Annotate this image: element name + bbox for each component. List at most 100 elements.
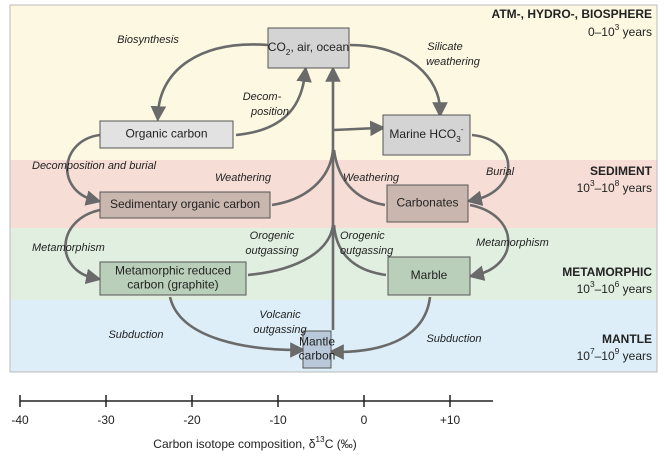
text-part: , air, ocean bbox=[290, 40, 349, 54]
edge-label: outgassing bbox=[340, 245, 394, 257]
edge-label: position bbox=[250, 106, 289, 118]
node-box bbox=[99, 120, 234, 149]
x-tick-label: -10 bbox=[269, 413, 287, 427]
node-label: Marine HCO3- bbox=[389, 124, 463, 144]
text-part: years bbox=[619, 349, 652, 363]
text-part: Marine HCO bbox=[389, 127, 456, 141]
edge-label: outgassing bbox=[253, 324, 307, 336]
text-part: carbon bbox=[299, 349, 336, 363]
text-part: years bbox=[619, 25, 652, 39]
arrow bbox=[66, 133, 102, 206]
text-part: Metamorphic reduced bbox=[115, 264, 231, 278]
node-label: Metamorphic reduced bbox=[115, 264, 231, 278]
node-box bbox=[302, 330, 332, 369]
text-part: C (‰) bbox=[325, 437, 357, 451]
text-part: 6 bbox=[615, 279, 620, 289]
node-label: Carbonates bbox=[396, 196, 458, 210]
text-part: 9 bbox=[615, 346, 620, 356]
arrow bbox=[466, 133, 510, 206]
band-age: 103–106 years bbox=[577, 279, 652, 296]
text-part: years bbox=[619, 282, 652, 296]
text-part: 0–10 bbox=[588, 25, 615, 39]
edge-label: Weathering bbox=[215, 172, 272, 184]
node-label: Mantle bbox=[299, 335, 335, 349]
text-part: 13 bbox=[315, 434, 325, 444]
arrow bbox=[247, 224, 335, 277]
band-name: MANTLE bbox=[602, 332, 652, 346]
x-tick-label: -40 bbox=[11, 413, 29, 427]
text-part: Mantle bbox=[299, 335, 335, 349]
text-part: –10 bbox=[595, 282, 615, 296]
node-box bbox=[267, 27, 350, 69]
text-part: 3 bbox=[590, 279, 595, 289]
arrow bbox=[349, 43, 448, 118]
edge-label: Subduction bbox=[108, 329, 163, 341]
text-part: Carbonates bbox=[396, 196, 458, 210]
x-tick-label: -30 bbox=[97, 413, 115, 427]
edge-label: Metamorphism bbox=[32, 242, 105, 254]
text-part: 10 bbox=[577, 282, 591, 296]
node-label: CO2, air, ocean bbox=[268, 40, 349, 57]
node-box bbox=[99, 191, 271, 219]
node-label: Organic carbon bbox=[125, 127, 207, 141]
edge-label: Volcanic bbox=[259, 309, 301, 321]
text-part: 8 bbox=[615, 178, 620, 188]
x-tick-label: -20 bbox=[183, 413, 201, 427]
node-box bbox=[386, 184, 469, 223]
arrow bbox=[150, 43, 269, 122]
text-part: Organic carbon bbox=[125, 127, 207, 141]
arrow bbox=[468, 203, 510, 281]
text-part: - bbox=[461, 124, 464, 134]
band-name: ATM-, HYDRO-, BIOSPHERE bbox=[492, 7, 652, 21]
arrow bbox=[235, 66, 312, 137]
text-part: CO bbox=[268, 40, 286, 54]
band-age: 0–103 years bbox=[588, 22, 652, 39]
text-part: 10 bbox=[577, 349, 591, 363]
node-label: Marble bbox=[411, 268, 448, 282]
arrow bbox=[271, 149, 335, 207]
edge-label: Metamorphism bbox=[476, 237, 549, 249]
band-age: 107–109 years bbox=[577, 346, 652, 363]
text-part: 3 bbox=[456, 134, 461, 144]
edge-label: Decomposition and burial bbox=[32, 160, 157, 172]
text-part: years bbox=[619, 181, 652, 195]
band-age: 103–108 years bbox=[577, 178, 652, 195]
x-axis-label: Carbon isotope composition, δ13C (‰) bbox=[153, 434, 356, 451]
edge-label: Decom- bbox=[243, 91, 282, 103]
edge-label: Biosynthesis bbox=[117, 34, 179, 46]
text-part: carbon (graphite) bbox=[127, 278, 218, 292]
node-label: carbon bbox=[299, 349, 336, 363]
arrows bbox=[64, 43, 510, 360]
edge-label: Weathering bbox=[343, 172, 400, 184]
x-tick-label: +10 bbox=[440, 413, 461, 427]
text-part: 7 bbox=[590, 346, 595, 356]
text-part: –10 bbox=[595, 181, 615, 195]
text-part: 2 bbox=[286, 47, 291, 57]
arrow bbox=[332, 149, 386, 207]
arrow bbox=[332, 224, 387, 277]
edge-label: outgassing bbox=[245, 245, 299, 257]
node-box bbox=[382, 114, 471, 156]
edge-label: Orogenic bbox=[340, 230, 385, 242]
frame bbox=[9, 4, 658, 373]
text-part: 10 bbox=[577, 181, 591, 195]
band-name: SEDIMENT bbox=[590, 164, 653, 178]
arrow bbox=[64, 208, 102, 285]
node-box bbox=[387, 256, 471, 296]
edge-label: Burial bbox=[486, 166, 515, 178]
edge-label: Silicate bbox=[427, 41, 462, 53]
node-box bbox=[99, 261, 247, 296]
text-part: 3 bbox=[615, 22, 620, 32]
text-part: 3 bbox=[590, 178, 595, 188]
text-part: –10 bbox=[595, 349, 615, 363]
node-label: Sedimentary organic carbon bbox=[110, 197, 260, 211]
arrow bbox=[328, 296, 432, 360]
text-part: Carbon isotope composition, δ bbox=[153, 437, 315, 451]
arrow bbox=[168, 296, 306, 358]
text-part: Marble bbox=[411, 268, 448, 282]
band-name: METAMORPHIC bbox=[562, 265, 652, 279]
arrow bbox=[333, 120, 386, 137]
x-tick-label: 0 bbox=[361, 413, 368, 427]
edge-label: weathering bbox=[426, 56, 481, 68]
